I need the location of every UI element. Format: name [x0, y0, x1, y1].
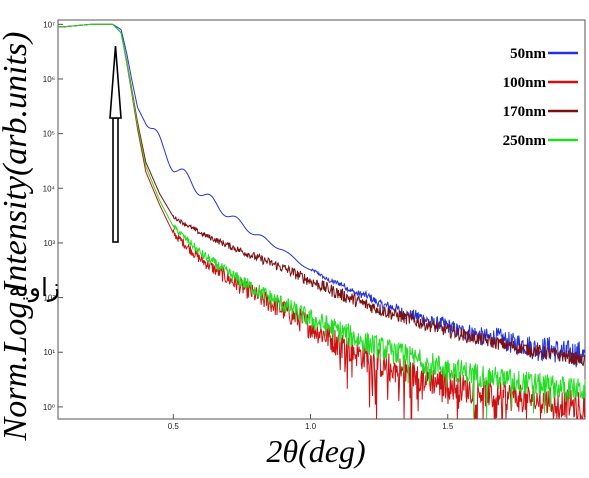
- y-tick-label: 10⁰: [43, 403, 55, 412]
- critical-angle-label: زاویه بحرانی: [0, 273, 60, 303]
- legend-label: 170nm: [503, 104, 547, 120]
- y-tick-label: 10⁶: [43, 75, 55, 84]
- series-line-250nm: [58, 23, 586, 419]
- series-line-50nm: [58, 23, 586, 368]
- y-tick-label: 10⁷: [43, 20, 55, 29]
- series-line-100nm: [58, 23, 586, 420]
- legend-label: 50nm: [510, 46, 546, 62]
- series-group: [58, 23, 586, 420]
- series-line-170nm: [58, 23, 586, 367]
- y-tick-label: 10¹: [43, 348, 55, 357]
- x-tick-label: 1.0: [305, 422, 317, 431]
- x-tick-label: 0.5: [168, 422, 180, 431]
- y-tick-label: 10²: [43, 294, 55, 303]
- plot-area: [57, 19, 586, 420]
- legend: 50nm 100nm 170nm 250nm: [503, 46, 578, 149]
- legend-label: 100nm: [503, 75, 547, 91]
- y-tick-label: 10⁴: [43, 184, 56, 193]
- y-tick-label: 10⁵: [43, 130, 55, 139]
- critical-angle-arrow: [109, 45, 122, 243]
- legend-label: 250nm: [503, 133, 547, 149]
- y-tick-label: 10³: [43, 239, 55, 248]
- arrow-shaft: [112, 117, 119, 243]
- arrow-head: [109, 45, 122, 119]
- x-axis-label: 2θ(deg): [266, 433, 365, 469]
- x-tick-label: 1.5: [442, 422, 454, 431]
- y-ticks: 10⁰ 10¹ 10² 10³ 10⁴ 10⁵ 10⁶ 10⁷: [43, 20, 63, 412]
- x-ticks: 0.5 1.0 1.5: [168, 414, 454, 431]
- y-axis-label: Norm.Log Intensity(arb.units): [0, 32, 34, 442]
